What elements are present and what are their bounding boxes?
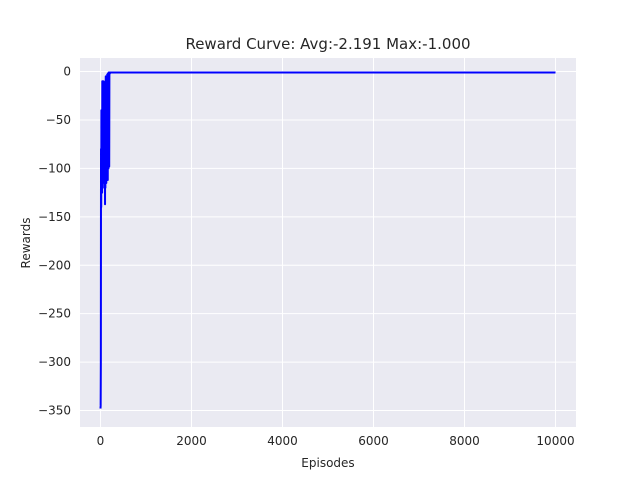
y-tick-label: −150 — [38, 210, 71, 224]
series-layer — [99, 71, 556, 409]
y-tick-label: −200 — [38, 258, 71, 272]
y-tick-label: −100 — [38, 161, 71, 175]
x-tick-label: 0 — [97, 434, 105, 448]
x-tick-label: 2000 — [176, 434, 207, 448]
x-tick-label: 4000 — [267, 434, 298, 448]
x-tick-label: 6000 — [358, 434, 389, 448]
x-tick-label: 10000 — [536, 434, 574, 448]
y-tick-label: −350 — [38, 404, 71, 418]
y-tick-label: −250 — [38, 307, 71, 321]
y-tick-label: 0 — [63, 65, 71, 79]
y-axis-label: Rewards — [19, 218, 33, 269]
x-axis-label: Episodes — [301, 456, 354, 470]
tick-labels: 0 2000 4000 6000 8000 10000 0 −50 −100 −150 −200 −2… — [38, 65, 575, 448]
reward-series-line — [99, 71, 556, 409]
plot-background — [80, 58, 576, 427]
chart-title: Reward Curve: Avg:-2.191 Max:-1.000 — [185, 35, 470, 53]
x-tick-label: 8000 — [449, 434, 480, 448]
grid — [80, 58, 576, 427]
y-tick-label: −300 — [38, 355, 71, 369]
y-tick-label: −50 — [46, 113, 71, 127]
